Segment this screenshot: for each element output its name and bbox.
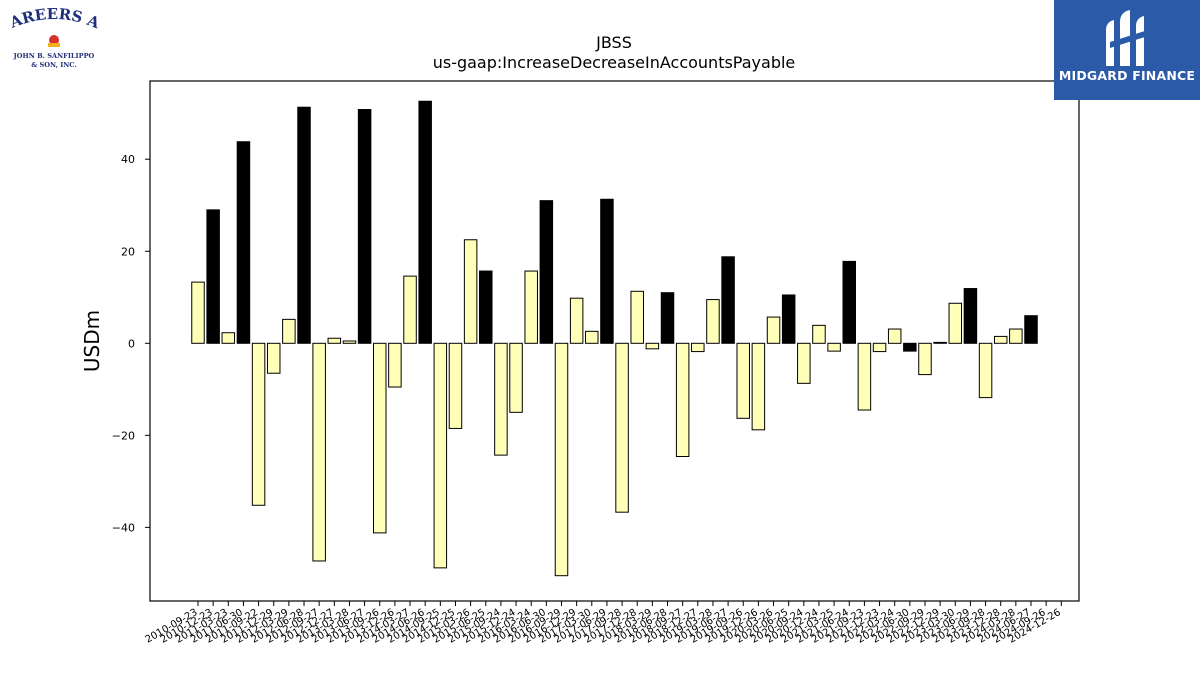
bar-2012-06-28 — [297, 106, 311, 344]
bar-2013-06-27 — [357, 109, 372, 344]
bar-2021-12-23 — [872, 342, 887, 353]
bar-2019-12-26 — [751, 342, 766, 431]
y-tick-label: −20 — [112, 429, 135, 442]
bar-2019-09-26 — [736, 342, 750, 419]
midgard-mark-icon — [1106, 10, 1148, 66]
bar-2013-09-26 — [373, 342, 387, 534]
bar-2011-12-29 — [266, 342, 281, 374]
plot-frame — [149, 80, 1080, 602]
y-tick-label: 40 — [121, 153, 135, 166]
bar-2022-09-29 — [918, 342, 932, 376]
bar-2016-12-29 — [569, 297, 584, 344]
bar-2023-06-29 — [963, 288, 978, 344]
chart-subtitle: us-gaap:IncreaseDecreaseInAccountsPayabl… — [433, 53, 796, 72]
bar-2021-06-24 — [842, 260, 856, 344]
bar-2021-09-23 — [857, 342, 872, 411]
bar-2023-09-28 — [978, 342, 993, 399]
bar-2024-03-28 — [1009, 328, 1023, 344]
bar-2023-03-30 — [948, 302, 963, 344]
bar-2016-03-24 — [524, 270, 538, 344]
y-tick-label: 0 — [128, 337, 135, 350]
bar-2021-03-25 — [827, 342, 841, 352]
bar-2014-09-25 — [433, 342, 448, 569]
bar-2019-06-27 — [721, 256, 735, 344]
bar-2015-12-24 — [509, 342, 523, 413]
bar-2015-09-24 — [494, 342, 508, 456]
bar-2017-03-30 — [585, 330, 599, 344]
bar-2018-03-29 — [645, 342, 660, 350]
bar-2017-06-29 — [600, 198, 614, 344]
bar-2018-06-28 — [660, 292, 675, 344]
bar-2014-06-26 — [418, 100, 432, 344]
bar-2024-06-27 — [1024, 315, 1038, 344]
y-tick-label: 20 — [121, 245, 135, 258]
bar-2020-03-26 — [766, 316, 781, 344]
bars-group — [191, 100, 1038, 577]
bar-2019-03-28 — [706, 299, 720, 344]
bar-2010-09-23 — [191, 281, 205, 344]
bar-2020-09-24 — [797, 342, 811, 384]
logo-left-line1: CAREERS AT — [0, 0, 102, 32]
y-axis: −40 −20 0 20 40 — [112, 153, 150, 534]
bar-2016-06-30 — [539, 200, 554, 344]
y-tick-label: −40 — [112, 521, 135, 534]
bar-2013-12-26 — [388, 342, 402, 388]
bar-2011-03-23 — [221, 332, 236, 344]
bar-2012-12-27 — [327, 337, 342, 344]
x-axis: 2010-09-232010-12-232011-03-232011-06-30… — [144, 601, 1063, 646]
bar-2015-03-26 — [463, 239, 478, 344]
bar-2017-12-28 — [630, 290, 644, 344]
midgard-logo: MIDGARD FINANCE — [1054, 0, 1200, 100]
palm-icon — [49, 35, 59, 45]
bar-2016-09-29 — [554, 342, 569, 577]
y-axis-label: USDm — [80, 310, 104, 372]
bar-2023-12-28 — [993, 335, 1008, 344]
bar-2015-06-25 — [479, 270, 493, 344]
bar-2018-12-27 — [691, 342, 705, 353]
midgard-brand: MIDGARD FINANCE — [1058, 68, 1196, 83]
bar-2012-09-27 — [312, 342, 326, 562]
bar-2022-03-24 — [887, 328, 902, 344]
bar-2018-09-27 — [675, 342, 690, 457]
careers-logo: CAREERS AT JOHN B. SANFILIPPO & SON, INC… — [0, 0, 104, 70]
bar-2014-12-25 — [448, 342, 463, 429]
bar-2010-12-23 — [206, 209, 220, 344]
bar-2012-03-29 — [282, 318, 296, 344]
bar-2020-06-25 — [781, 294, 796, 344]
bar-2020-12-24 — [812, 324, 826, 344]
bar-2011-09-22 — [251, 342, 266, 506]
chart-title: JBSS — [595, 33, 632, 52]
svg-text:CAREERS AT: CAREERS AT — [4, 6, 102, 32]
logo-left-line3: & SON, INC. — [31, 61, 77, 69]
bar-2014-03-27 — [403, 275, 417, 344]
logo-left-line2: JOHN B. SANFILIPPO — [13, 52, 95, 60]
bar-2017-09-28 — [615, 342, 629, 513]
bar-2013-03-28 — [342, 340, 357, 344]
bar-2011-06-30 — [236, 141, 251, 344]
bar-2022-12-29 — [933, 341, 947, 344]
bar-2022-06-30 — [903, 342, 917, 352]
